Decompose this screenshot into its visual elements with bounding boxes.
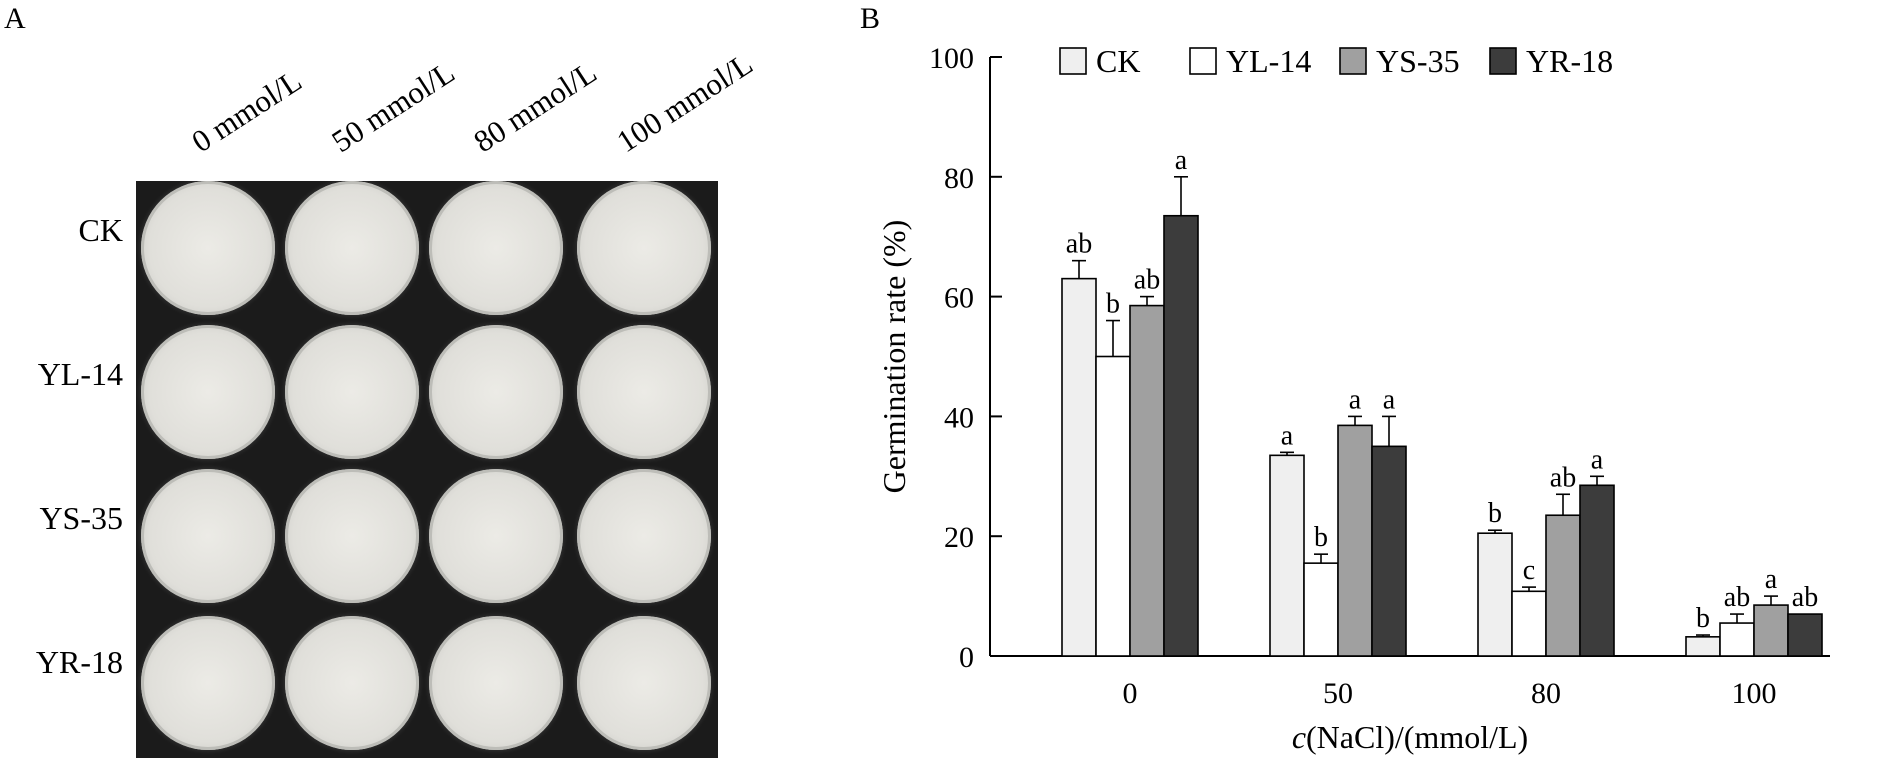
significance-label: c	[1523, 555, 1535, 586]
significance-label: b	[1106, 289, 1120, 320]
petri-dish	[429, 181, 563, 315]
petri-dish	[429, 325, 563, 459]
petri-dish-photo	[136, 181, 718, 758]
row-label: YL-14	[37, 356, 123, 392]
y-tick-label: 100	[929, 42, 974, 75]
legend-swatch	[1489, 47, 1517, 75]
significance-label: a	[1281, 420, 1294, 451]
bar-ck	[1061, 277, 1097, 657]
significance-label: b	[1488, 498, 1502, 529]
significance-label: a	[1591, 444, 1604, 475]
legend-label: YS-35	[1376, 43, 1460, 79]
petri-dish	[141, 469, 275, 603]
panel-b-label: B	[860, 2, 881, 35]
row-label: YS-35	[39, 500, 123, 536]
legend-label: YR-18	[1526, 43, 1613, 79]
petri-dish	[577, 181, 711, 315]
column-label: 0 mmol/L	[185, 62, 308, 160]
bar-ys-35	[1337, 424, 1373, 657]
column-label: 80 mmol/L	[467, 54, 603, 160]
legend-swatch	[1059, 47, 1087, 75]
bar-yr-18	[1579, 484, 1615, 657]
x-tick-label: 0	[1123, 677, 1138, 710]
bar-yl-14	[1095, 355, 1131, 657]
x-tick-label: 80	[1531, 677, 1561, 710]
row-label: CK	[78, 212, 123, 248]
column-label: 100 mmol/L	[610, 45, 759, 160]
bar-ck	[1269, 454, 1305, 657]
bar-ys-35	[1753, 604, 1789, 657]
petri-dish	[285, 181, 419, 315]
petri-dish	[141, 181, 275, 315]
significance-label: ab	[1550, 462, 1576, 493]
significance-label: a	[1383, 384, 1396, 415]
significance-label: a	[1765, 564, 1778, 595]
significance-label: b	[1696, 603, 1710, 634]
petri-dish	[285, 325, 419, 459]
bar-yr-18	[1163, 214, 1199, 657]
bar-ck	[1685, 636, 1721, 657]
significance-label: ab	[1066, 229, 1092, 260]
petri-dish	[141, 325, 275, 459]
bar-ck	[1477, 532, 1513, 657]
x-tick-label: 50	[1323, 677, 1353, 710]
significance-label: b	[1314, 522, 1328, 553]
petri-dish	[285, 616, 419, 750]
x-axis-label-variable: c	[1292, 719, 1306, 755]
petri-dish	[577, 616, 711, 750]
petri-dish	[429, 469, 563, 603]
significance-label: a	[1349, 384, 1362, 415]
bar-yl-14	[1511, 590, 1547, 657]
panel-a-label: A	[4, 2, 26, 35]
legend-label: CK	[1096, 43, 1140, 79]
bar-yr-18	[1371, 445, 1407, 657]
significance-label: ab	[1724, 582, 1750, 613]
petri-dish	[429, 616, 563, 750]
y-axis-label: Germination rate (%)	[876, 220, 912, 494]
legend-swatch	[1339, 47, 1367, 75]
petri-dish	[141, 616, 275, 750]
significance-label: a	[1175, 145, 1188, 176]
petri-dish	[285, 469, 419, 603]
y-tick-label: 40	[944, 401, 974, 434]
significance-label: ab	[1134, 265, 1160, 296]
y-tick-label: 60	[944, 282, 974, 315]
legend-label: YL-14	[1226, 43, 1311, 79]
bar-yl-14	[1303, 562, 1339, 657]
petri-dish	[577, 325, 711, 459]
bar-yr-18	[1787, 613, 1823, 657]
row-label: YR-18	[35, 644, 123, 680]
x-axis-label-unit: (NaCl)/(mmol/L)	[1306, 719, 1528, 755]
legend-swatch	[1189, 47, 1217, 75]
bar-ys-35	[1545, 514, 1581, 657]
petri-dish	[577, 469, 711, 603]
bar-ys-35	[1129, 304, 1165, 657]
y-tick-label: 20	[944, 521, 974, 554]
y-tick-label: 80	[944, 162, 974, 195]
significance-label: ab	[1792, 582, 1818, 613]
column-label: 50 mmol/L	[325, 54, 461, 160]
bar-yl-14	[1719, 622, 1755, 657]
x-axis-label: c(NaCl)/(mmol/L)	[1292, 719, 1528, 755]
x-tick-label: 100	[1732, 677, 1777, 710]
y-tick-label: 0	[959, 641, 974, 674]
